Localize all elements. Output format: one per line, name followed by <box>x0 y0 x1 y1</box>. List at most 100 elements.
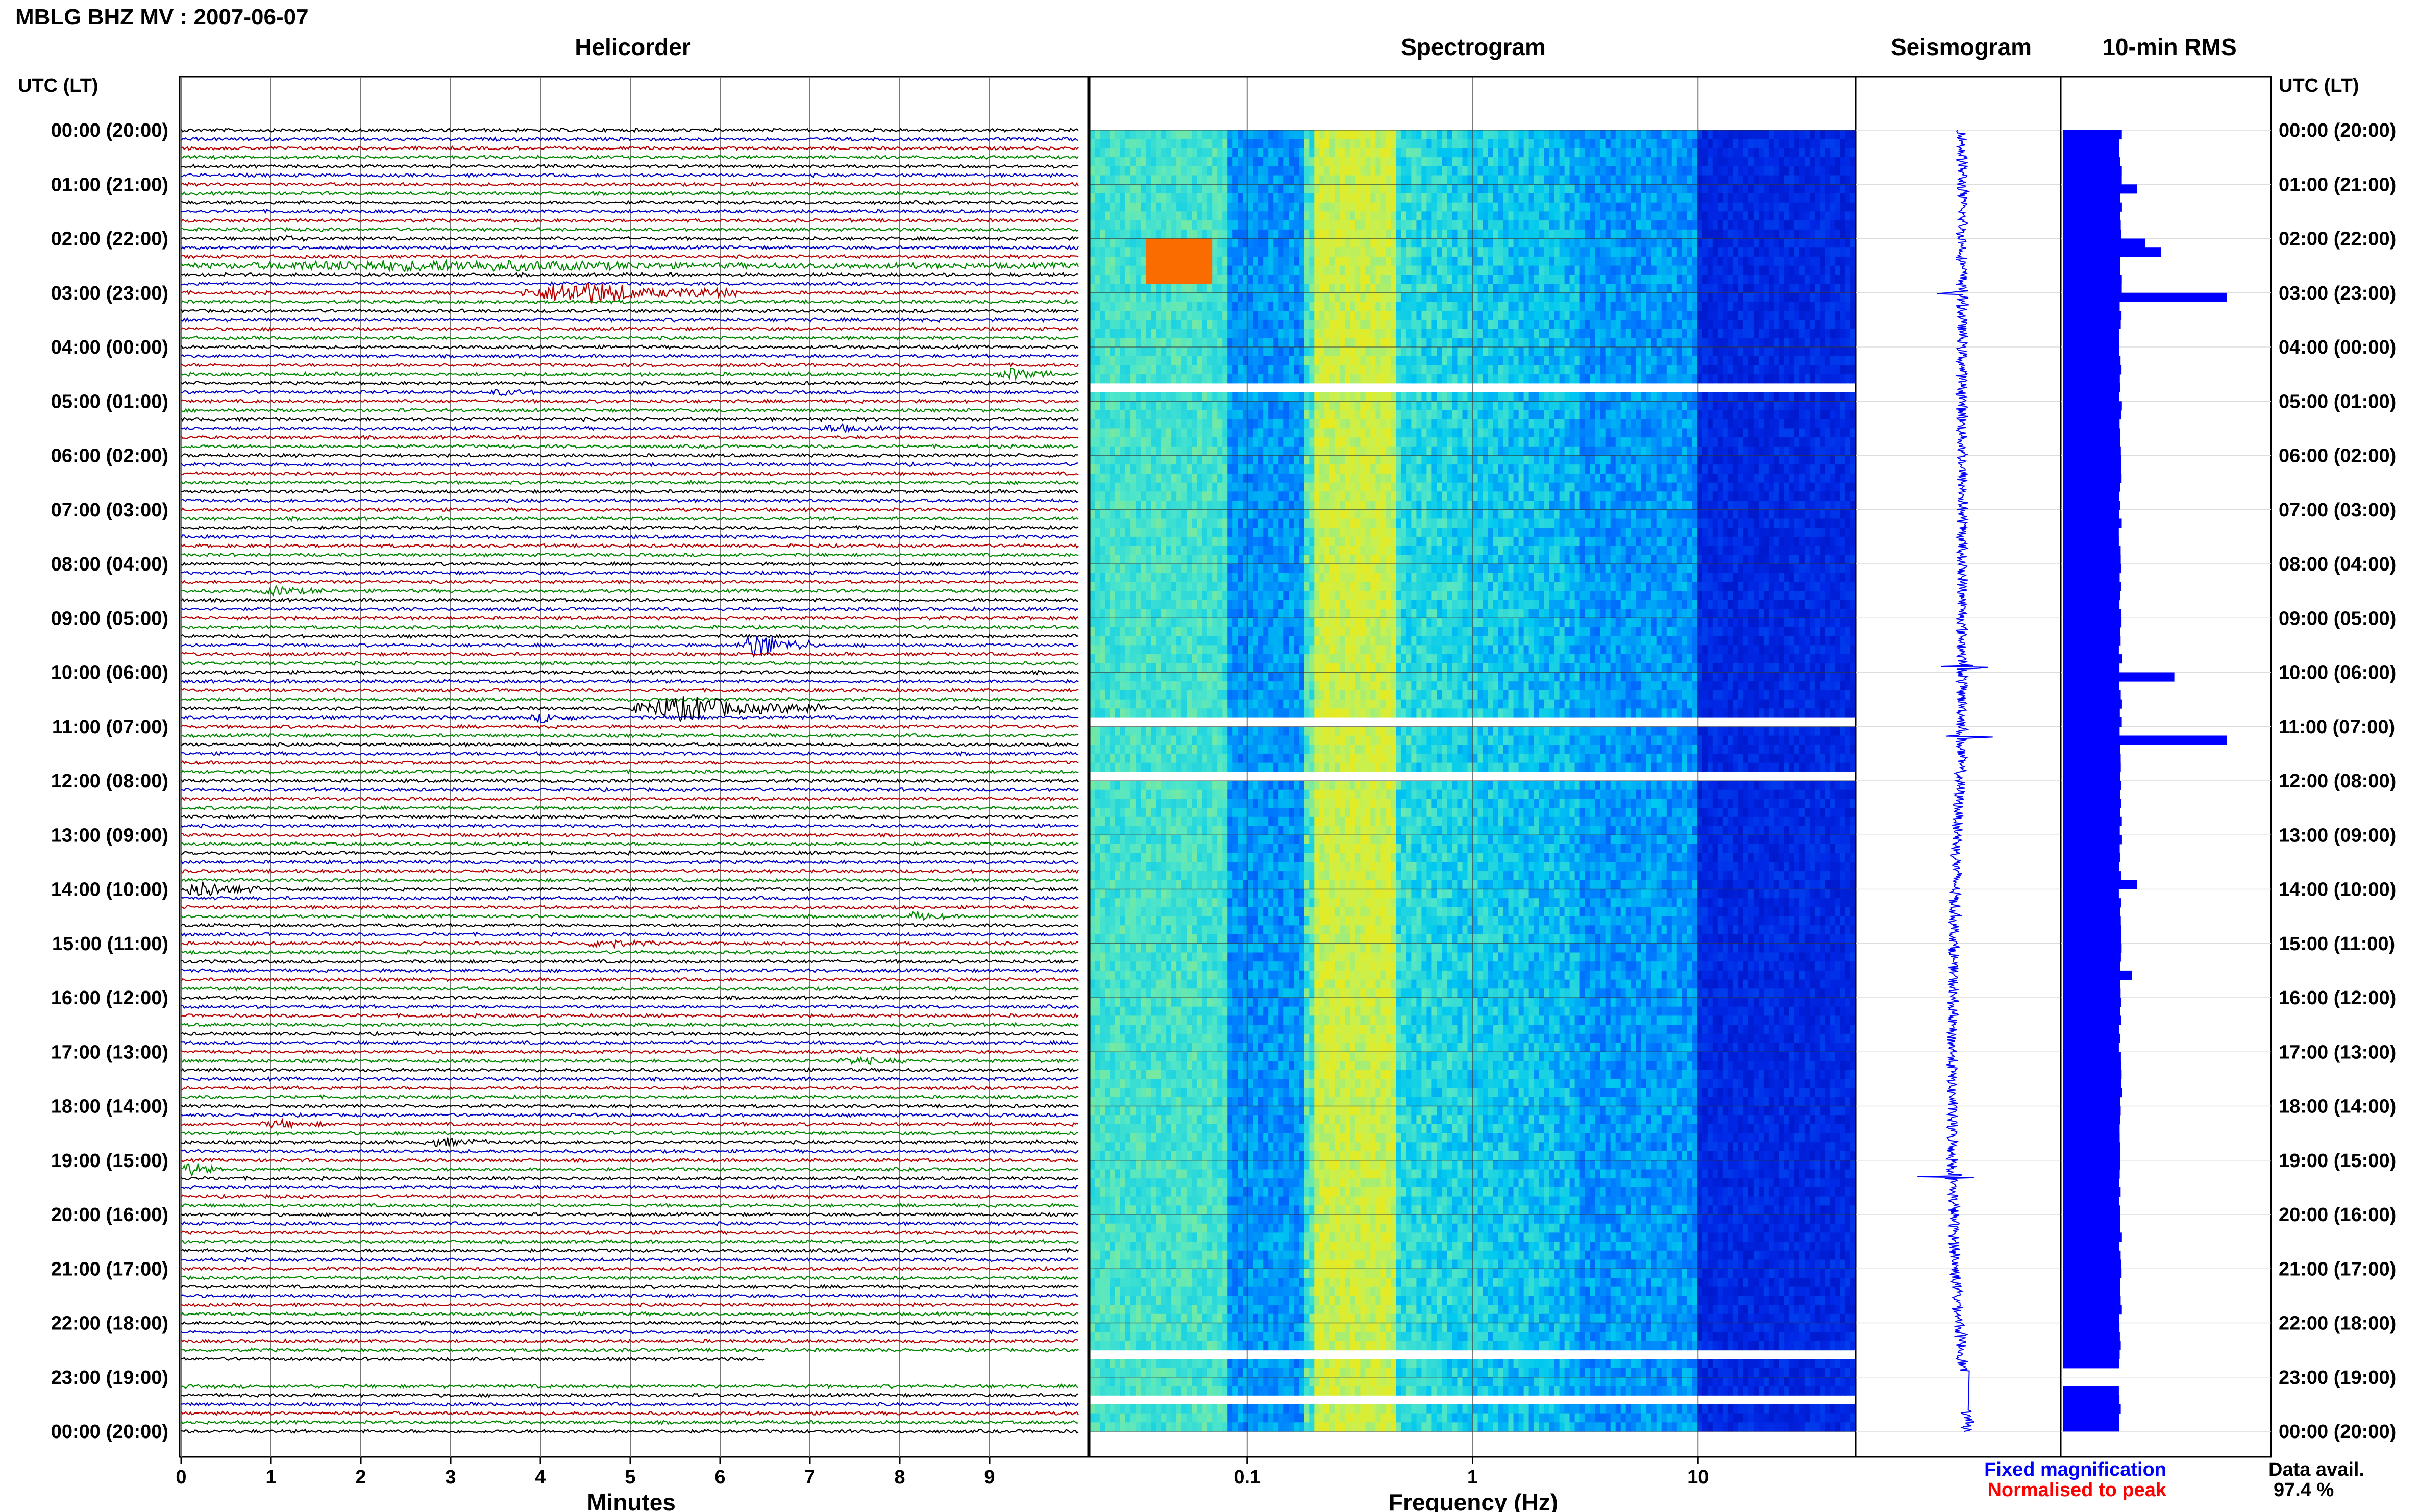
spectrogram-cell <box>1595 139 1601 148</box>
spectrogram-cell <box>1171 338 1177 348</box>
spectrogram-cell <box>1467 130 1473 140</box>
spectrogram-cell <box>1452 329 1458 338</box>
spectrogram-cell <box>1697 329 1703 338</box>
spectrogram-cell <box>1523 157 1529 167</box>
spectrogram-cell <box>1289 193 1294 203</box>
spectrogram-cell <box>1763 193 1769 203</box>
spectrogram-cell <box>1702 157 1708 167</box>
spectrogram-cell <box>1304 292 1310 303</box>
spectrogram-cell <box>1804 275 1810 284</box>
spectrogram-cell <box>1840 202 1846 212</box>
spectrogram-cell <box>1483 338 1489 348</box>
spectrogram-cell <box>1176 275 1182 284</box>
spectrogram-cell <box>1682 166 1688 176</box>
spectrogram-cell <box>1457 247 1463 257</box>
spectrogram-cell <box>1651 419 1657 429</box>
spectrogram-cell <box>1120 256 1126 266</box>
spectrogram-cell <box>1151 284 1156 293</box>
spectrogram-cell <box>1462 157 1468 167</box>
spectrogram-cell <box>1794 166 1800 176</box>
spectrogram-cell <box>1661 211 1667 221</box>
spectrogram-cell <box>1110 275 1116 284</box>
spectrogram-cell <box>1477 419 1484 429</box>
spectrogram-cell <box>1768 166 1774 176</box>
spectrogram-cell <box>1733 184 1739 194</box>
spectrogram-cell <box>1651 319 1657 330</box>
spectrogram-cell <box>1431 184 1437 194</box>
spectrogram-cell <box>1513 365 1519 375</box>
spectrogram-cell <box>1100 401 1105 411</box>
spectrogram-cell <box>1156 202 1162 212</box>
spectrogram-cell <box>1534 365 1540 375</box>
spectrogram-cell <box>1329 175 1335 185</box>
spectrogram-cell <box>1396 410 1401 420</box>
spectrogram-cell <box>1804 202 1810 212</box>
spectrogram-cell <box>1217 256 1223 266</box>
spectrogram-cell <box>1263 220 1269 230</box>
spectrogram-cell <box>1212 365 1218 375</box>
spectrogram-cell <box>1335 238 1340 248</box>
spectrogram-cell <box>1687 410 1693 420</box>
spectrogram-cell <box>1421 157 1427 167</box>
spectrogram-cell <box>1564 130 1570 140</box>
spectrogram-cell <box>1498 392 1504 402</box>
spectrogram-cell <box>1304 302 1310 311</box>
spectrogram-cell <box>1273 392 1279 402</box>
helicorder-trace <box>181 326 1079 332</box>
spectrogram-cell <box>1631 365 1637 375</box>
spectrogram-cell <box>1212 202 1218 212</box>
spectrogram-cell <box>1610 256 1616 266</box>
spectrogram-cell <box>1590 292 1596 303</box>
spectrogram-cell <box>1636 374 1642 384</box>
spectrogram-cell <box>1380 392 1386 402</box>
spectrogram-cell <box>1712 329 1718 338</box>
spectrogram-cell <box>1294 238 1299 248</box>
spectrogram-cell <box>1676 374 1683 384</box>
spectrogram-cell <box>1130 419 1136 429</box>
spectrogram-cell <box>1355 193 1361 203</box>
spectrogram-cell <box>1151 419 1156 429</box>
spectrogram-cell <box>1554 202 1560 212</box>
spectrogram-cell <box>1197 184 1202 194</box>
spectrogram-cell <box>1646 410 1652 420</box>
spectrogram-cell <box>1110 130 1116 140</box>
spectrogram-cell <box>1477 329 1484 338</box>
spectrogram-cell <box>1733 319 1739 330</box>
spectrogram-cell <box>1442 374 1448 384</box>
spectrogram-cell <box>1416 175 1422 185</box>
spectrogram-cell <box>1350 265 1355 275</box>
spectrogram-cell <box>1539 338 1545 348</box>
spectrogram-cell <box>1794 356 1800 365</box>
spectrogram-cell <box>1590 130 1596 140</box>
spectrogram-cell <box>1273 311 1279 320</box>
spectrogram-cell <box>1727 202 1734 212</box>
spectrogram-cell <box>1273 247 1279 257</box>
spectrogram-cell <box>1579 302 1586 311</box>
spectrogram-cell <box>1809 311 1815 320</box>
spectrogram-cell <box>1804 284 1810 293</box>
spectrogram-cell <box>1187 428 1192 438</box>
spectrogram-cell <box>1431 229 1437 239</box>
spectrogram-cell <box>1289 256 1294 266</box>
spectrogram-cell <box>1176 166 1182 176</box>
spectrogram-cell <box>1850 347 1856 357</box>
spectrogram-cell <box>1768 193 1774 203</box>
spectrogram-cell <box>1319 401 1325 411</box>
spectrogram-cell <box>1794 184 1800 194</box>
spectrogram-cell <box>1411 265 1417 275</box>
spectrogram-cell <box>1350 319 1355 330</box>
spectrogram-cell <box>1314 202 1320 212</box>
spectrogram-cell <box>1631 247 1637 257</box>
spectrogram-cell <box>1258 247 1264 257</box>
spectrogram-cell <box>1600 347 1606 357</box>
spectrogram-cell <box>1447 410 1453 420</box>
spectrogram-cell <box>1702 229 1708 239</box>
spectrogram-cell <box>1717 374 1723 384</box>
spectrogram-cell <box>1656 229 1662 239</box>
spectrogram-cell <box>1375 193 1381 203</box>
spectrogram-cell <box>1166 175 1172 185</box>
spectrogram-cell <box>1712 292 1718 303</box>
spectrogram-cell <box>1457 284 1463 293</box>
spectrogram-cell <box>1477 148 1484 158</box>
spectrogram-cell <box>1192 256 1197 266</box>
